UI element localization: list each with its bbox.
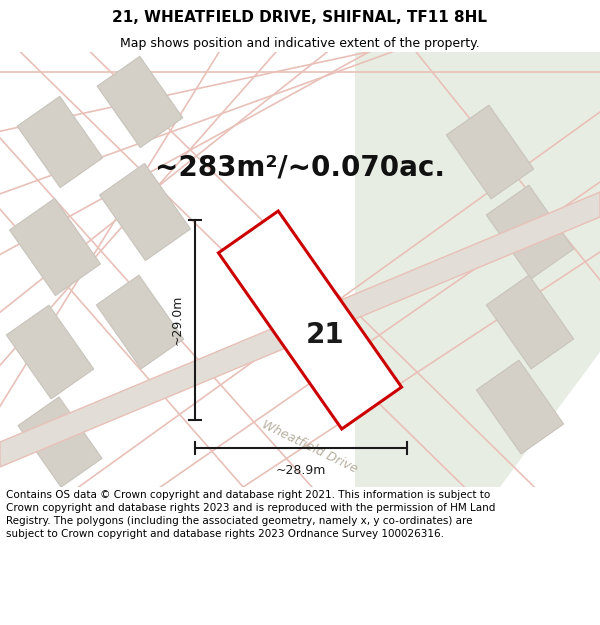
Polygon shape	[18, 397, 102, 487]
Polygon shape	[17, 96, 103, 188]
Text: 21, WHEATFIELD DRIVE, SHIFNAL, TF11 8HL: 21, WHEATFIELD DRIVE, SHIFNAL, TF11 8HL	[113, 11, 487, 26]
Polygon shape	[97, 275, 184, 369]
Text: 21: 21	[305, 321, 344, 349]
Polygon shape	[7, 305, 94, 399]
Polygon shape	[97, 56, 183, 148]
Text: ~29.0m: ~29.0m	[170, 295, 184, 345]
Text: ~283m²/~0.070ac.: ~283m²/~0.070ac.	[155, 153, 445, 181]
Text: Map shows position and indicative extent of the property.: Map shows position and indicative extent…	[120, 38, 480, 51]
Polygon shape	[487, 185, 574, 279]
Text: Wheatfield Drive: Wheatfield Drive	[260, 418, 360, 476]
Text: ~28.9m: ~28.9m	[275, 464, 326, 476]
Polygon shape	[476, 360, 563, 454]
Polygon shape	[446, 105, 533, 199]
Polygon shape	[10, 199, 100, 296]
Polygon shape	[487, 275, 574, 369]
Text: Contains OS data © Crown copyright and database right 2021. This information is : Contains OS data © Crown copyright and d…	[6, 490, 496, 539]
Polygon shape	[0, 192, 600, 467]
Polygon shape	[355, 52, 600, 487]
Polygon shape	[100, 164, 190, 261]
Polygon shape	[218, 211, 401, 429]
